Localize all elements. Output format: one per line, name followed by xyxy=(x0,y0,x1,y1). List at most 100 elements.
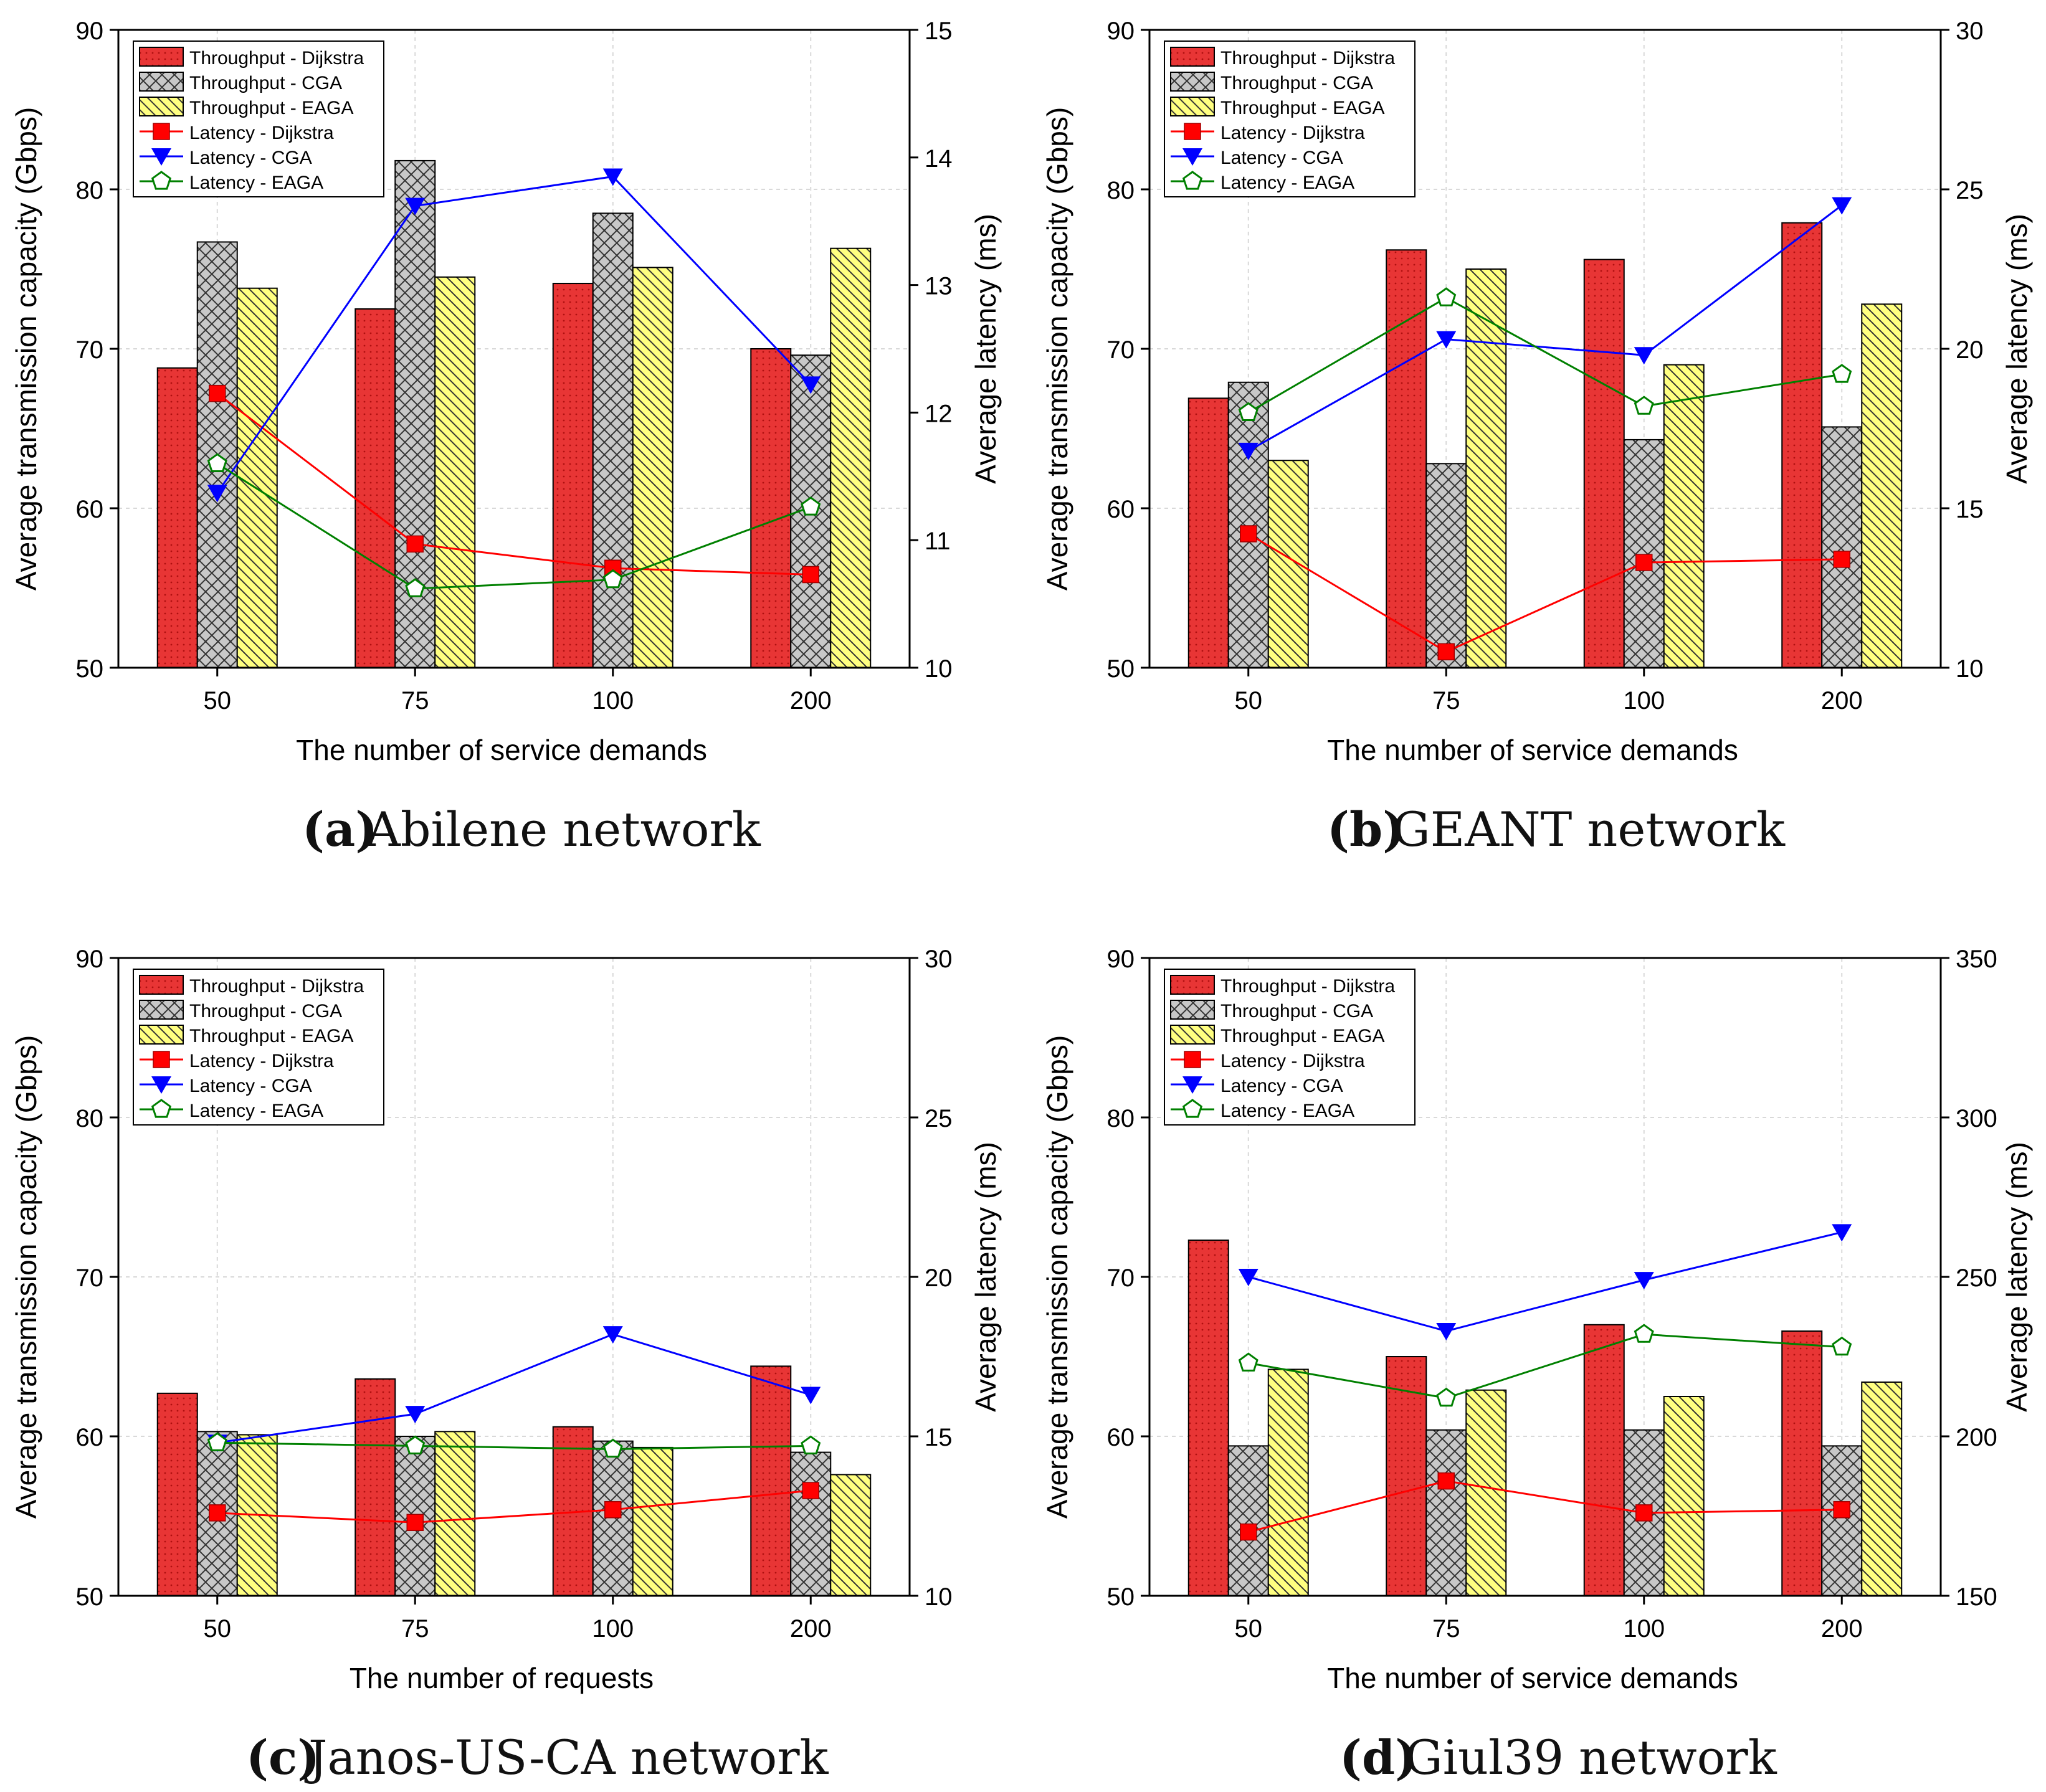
y2-tick-label: 15 xyxy=(925,1424,953,1451)
point-latency-dijkstra-75 xyxy=(1437,1472,1455,1490)
point-latency-dijkstra-50 xyxy=(1240,525,1257,543)
x-axis-title: The number of service demands xyxy=(1327,1662,1738,1694)
point-latency-dijkstra-200 xyxy=(802,1482,819,1499)
legend-label-latency-cga: Latency - CGA xyxy=(1220,1076,1343,1096)
bar-throughput-cga-100 xyxy=(1623,439,1665,668)
legend-marker-latency-eaga xyxy=(151,1099,172,1118)
legend-label-latency-dijkstra: Latency - Dijkstra xyxy=(1220,123,1365,143)
x-tick-label: 75 xyxy=(1432,687,1460,714)
bar-throughput-eaga-200 xyxy=(830,1474,872,1596)
y-tick-label: 70 xyxy=(76,1264,104,1292)
plot-c: 50 60 70 80 90 10 15 20 25 30 50 75 100 200 The number… xyxy=(10,946,1002,1694)
y-tick-label: 60 xyxy=(1107,1424,1135,1451)
caption-text-d: Giul39 network xyxy=(1405,1730,1777,1785)
point-latency-dijkstra-200 xyxy=(1833,1501,1850,1519)
legend-swatch-throughput-cga xyxy=(1170,1000,1215,1020)
point-latency-eaga-200 xyxy=(801,496,821,516)
legend-swatch-throughput-eaga xyxy=(1170,1025,1215,1045)
caption-label-c: (c) xyxy=(246,1730,320,1785)
point-latency-eaga-50 xyxy=(207,1432,227,1451)
bar-throughput-eaga-75 xyxy=(434,1431,476,1596)
x-tick-label: 100 xyxy=(1623,687,1665,714)
legend-label-throughput-dijkstra: Throughput - Dijkstra xyxy=(1220,976,1395,997)
caption-text-c: Janos-US-CA network xyxy=(304,1730,829,1785)
bar-throughput-dijkstra-75 xyxy=(1386,1356,1427,1596)
legend-swatch-throughput-eaga xyxy=(139,97,184,116)
legend-marker-latency-eaga xyxy=(151,171,172,190)
legend-label-latency-eaga: Latency - EAGA xyxy=(1220,1101,1354,1121)
x-axis-title: The number of service demands xyxy=(296,734,707,766)
point-latency-cga-75 xyxy=(1436,1323,1457,1341)
y2-axis-title: Average latency (ms) xyxy=(2001,214,2033,484)
y-tick-label: 90 xyxy=(76,946,104,973)
y2-tick-label: 14 xyxy=(925,145,953,173)
y2-tick-label: 300 xyxy=(1956,1105,1997,1132)
caption-label-b: (b) xyxy=(1327,802,1405,857)
point-latency-dijkstra-50 xyxy=(209,384,226,402)
point-latency-cga-200 xyxy=(1832,197,1852,215)
bar-throughput-cga-200 xyxy=(790,1451,832,1596)
legend-label-latency-cga: Latency - CGA xyxy=(1220,148,1343,168)
point-latency-dijkstra-100 xyxy=(604,1501,622,1519)
line-latency-dijkstra xyxy=(1247,533,1842,653)
y2-tick-label: 10 xyxy=(1956,655,1984,683)
bar-throughput-dijkstra-100 xyxy=(1583,258,1625,668)
y2-axis-title: Average latency (ms) xyxy=(969,214,1002,484)
caption-label-a: (a) xyxy=(302,802,378,857)
line-latency-eaga xyxy=(217,1441,811,1450)
legend: Throughput - Dijkstra Throughput - CGA Thr… xyxy=(133,969,384,1126)
point-latency-cga-100 xyxy=(602,1326,623,1344)
bar-throughput-dijkstra-50 xyxy=(1187,1240,1229,1596)
bar-throughput-cga-200 xyxy=(1821,1445,1863,1596)
line-latency-cga xyxy=(1248,204,1843,452)
y2-tick-label: 350 xyxy=(1956,946,1997,973)
legend-marker-latency-dijkstra xyxy=(153,123,170,140)
line-latency-dijkstra xyxy=(216,392,811,576)
bar-throughput-dijkstra-200 xyxy=(1781,222,1823,668)
bar-throughput-eaga-200 xyxy=(1861,303,1903,668)
point-latency-eaga-200 xyxy=(801,1435,821,1454)
x-tick-label: 200 xyxy=(1821,1615,1863,1643)
legend-label-latency-eaga: Latency - EAGA xyxy=(189,173,323,193)
y-tick-label: 50 xyxy=(76,655,104,683)
y2-tick-label: 30 xyxy=(1956,17,1984,45)
point-latency-eaga-50 xyxy=(207,453,227,472)
legend-box xyxy=(1164,969,1416,1126)
legend-label-throughput-dijkstra: Throughput - Dijkstra xyxy=(189,48,364,69)
y-tick-label: 80 xyxy=(76,177,104,204)
bar-throughput-cga-100 xyxy=(592,1440,634,1596)
bar-throughput-eaga-200 xyxy=(1861,1381,1903,1597)
bar-throughput-eaga-75 xyxy=(1465,1389,1507,1596)
point-latency-eaga-50 xyxy=(1238,402,1259,421)
legend-label-throughput-cga: Throughput - CGA xyxy=(189,1001,342,1022)
x-tick-label: 50 xyxy=(1235,687,1263,714)
panel-d: 50 60 70 80 90 150 200 250 300 350 50 75 100 200 The n… xyxy=(1041,946,2033,1785)
point-latency-eaga-75 xyxy=(405,1435,426,1454)
y2-tick-label: 13 xyxy=(925,273,953,300)
legend-label-throughput-dijkstra: Throughput - Dijkstra xyxy=(189,976,364,997)
caption-text-b: GEANT network xyxy=(1392,802,1786,857)
line-latency-dijkstra xyxy=(217,1489,811,1524)
point-latency-cga-100 xyxy=(1634,347,1654,365)
legend-marker-latency-cga xyxy=(1182,148,1202,166)
bar-throughput-dijkstra-75 xyxy=(1386,249,1427,668)
x-tick-label: 200 xyxy=(790,687,832,714)
legend-label-throughput-eaga: Throughput - EAGA xyxy=(1220,98,1384,118)
bar-throughput-cga-75 xyxy=(1425,1429,1467,1596)
point-latency-cga-75 xyxy=(1436,331,1457,349)
bar-throughput-dijkstra-50 xyxy=(156,367,198,668)
line-latency-cga xyxy=(1248,1231,1842,1332)
x-tick-label: 75 xyxy=(401,687,429,714)
y2-axis-title: Average latency (ms) xyxy=(2001,1142,2033,1412)
x-tick-label: 75 xyxy=(1432,1615,1460,1643)
plot-b: 50 60 70 80 90 10 15 20 25 30 50 75 100 200 The number… xyxy=(1041,17,2033,766)
legend-swatch-throughput-dijkstra xyxy=(139,975,184,995)
bar-throughput-eaga-75 xyxy=(1465,268,1507,668)
bar-throughput-eaga-50 xyxy=(1267,1368,1309,1596)
bar-throughput-dijkstra-50 xyxy=(1187,397,1229,668)
plot-a: 50 60 70 80 90 10 11 12 13 14 15 50 75 100 200 The numb… xyxy=(10,17,1002,766)
legend-label-throughput-dijkstra: Throughput - Dijkstra xyxy=(1220,48,1395,69)
bar-throughput-dijkstra-100 xyxy=(552,283,594,669)
bar-throughput-eaga-75 xyxy=(434,276,476,668)
y-tick-label: 70 xyxy=(1107,336,1135,364)
